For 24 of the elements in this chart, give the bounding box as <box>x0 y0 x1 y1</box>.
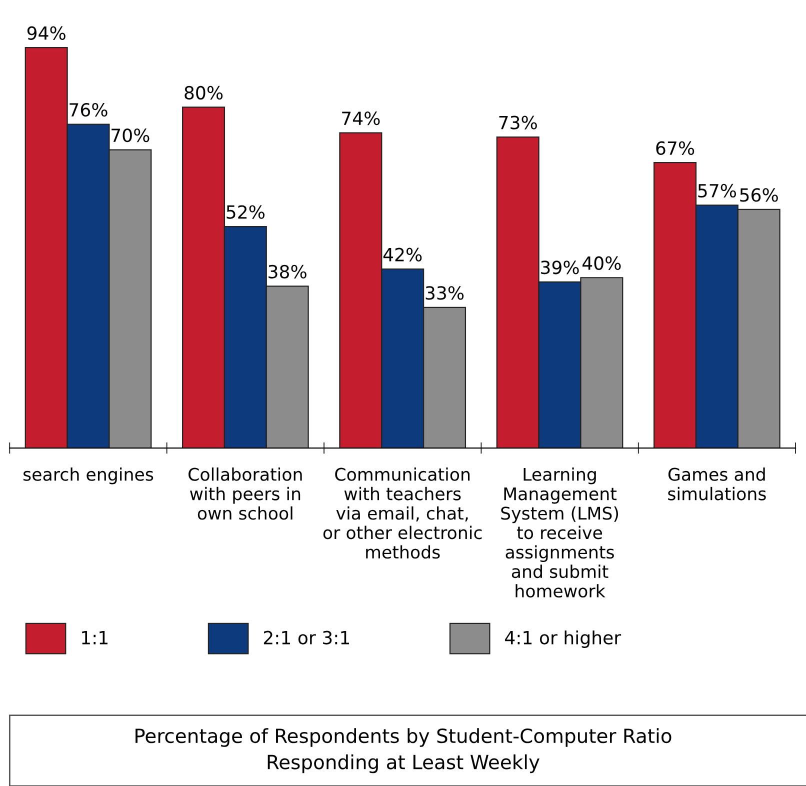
data-label: 56% <box>740 188 778 202</box>
data-label: 38% <box>268 264 306 278</box>
data-label: 39% <box>541 260 579 274</box>
legend-label: 1:1 <box>82 631 108 644</box>
x-tick-label: Communication with teachers via email, chat, or other electronic methods <box>323 467 482 559</box>
legend-label: 4:1 or higher <box>505 630 622 648</box>
data-label: 94% <box>27 26 66 40</box>
data-label: 80% <box>184 86 223 100</box>
data-label: 33% <box>426 286 464 300</box>
x-tick-label: Games and simulations <box>668 467 766 500</box>
x-tick-label: Collaboration with peers in own school <box>188 467 302 520</box>
data-label: 40% <box>582 256 621 270</box>
data-label: 67% <box>656 141 694 155</box>
data-label: 52% <box>226 205 264 219</box>
data-label: 76% <box>70 102 108 117</box>
legend-label: 2:1 or 3:1 <box>264 630 350 644</box>
data-label: 70% <box>112 128 150 142</box>
x-tick-label: search engines <box>23 467 154 484</box>
data-label: 73% <box>499 116 537 130</box>
x-tick-label: Learning Management System (LMS) to receive assignments and submit homework <box>501 467 618 598</box>
text: Percentage of Respondents by Student-Computer Ratio Responding at Least Weekly <box>136 728 672 774</box>
data-label: 42% <box>383 248 422 262</box>
data-label: 57% <box>698 184 736 198</box>
data-label: 74% <box>342 111 380 126</box>
